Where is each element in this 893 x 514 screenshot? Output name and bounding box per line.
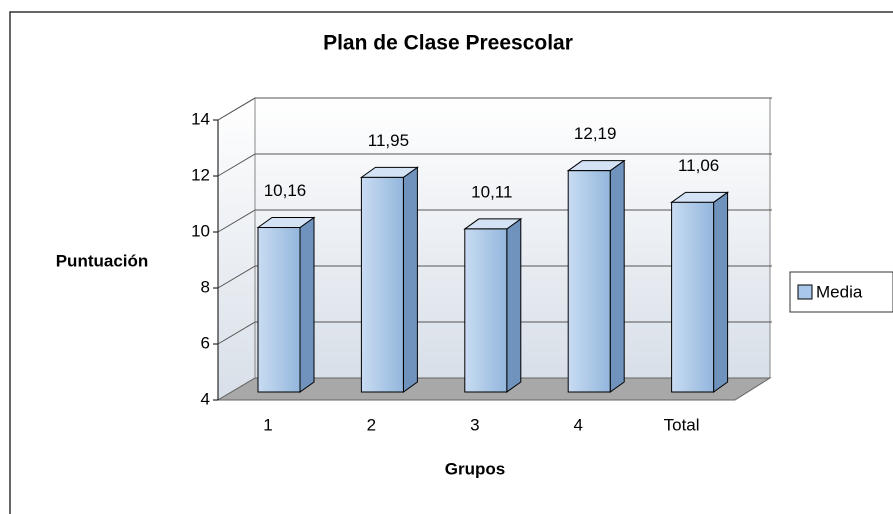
data-label: 10,16 bbox=[264, 181, 307, 200]
x-tick-label: 3 bbox=[470, 415, 479, 434]
bar bbox=[567, 170, 611, 393]
y-tick-label: 10 bbox=[191, 221, 210, 240]
grid-line bbox=[217, 209, 256, 233]
legend-label: Media bbox=[816, 282, 863, 301]
grid-line bbox=[217, 321, 256, 345]
data-label: 11,06 bbox=[678, 156, 719, 175]
x-tick-label: Total bbox=[664, 415, 700, 434]
bar-side bbox=[299, 216, 315, 393]
bar-side bbox=[609, 159, 625, 393]
grid-line bbox=[217, 153, 256, 177]
bar-side bbox=[402, 166, 418, 393]
grid-line bbox=[217, 265, 256, 289]
y-tick-label: 12 bbox=[191, 165, 210, 184]
chart-title: Plan de Clase Preescolar bbox=[323, 32, 573, 55]
x-tick-label: 4 bbox=[573, 415, 582, 434]
y-tick-label: 14 bbox=[191, 109, 210, 128]
side-wall bbox=[217, 97, 256, 401]
data-label: 12,19 bbox=[574, 124, 617, 143]
bar bbox=[257, 227, 301, 393]
y-tick-label: 4 bbox=[201, 389, 210, 408]
bar-side bbox=[713, 191, 729, 393]
bar-side bbox=[506, 217, 522, 393]
bar bbox=[671, 201, 715, 393]
data-label: 10,11 bbox=[471, 182, 512, 201]
y-tick-label: 6 bbox=[201, 333, 210, 352]
x-tick-label: 2 bbox=[367, 415, 376, 434]
x-axis-label: Grupos bbox=[445, 459, 505, 478]
grid-line bbox=[217, 97, 256, 121]
data-label: 11,95 bbox=[368, 131, 409, 150]
bar bbox=[360, 176, 404, 393]
x-tick-label: 1 bbox=[263, 415, 272, 434]
legend-swatch bbox=[797, 284, 813, 300]
y-tick-label: 8 bbox=[201, 277, 210, 296]
y-axis-label: Puntuación bbox=[56, 251, 149, 270]
bar bbox=[464, 228, 508, 393]
